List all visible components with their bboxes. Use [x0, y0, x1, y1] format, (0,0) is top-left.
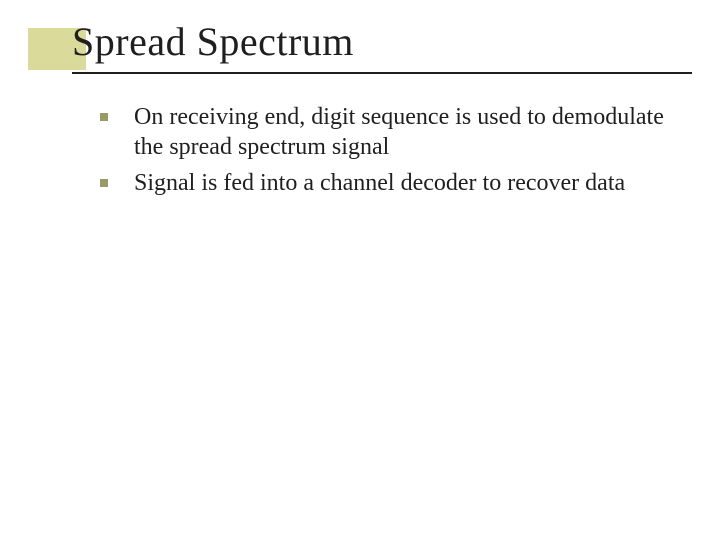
list-item: On receiving end, digit sequence is used… — [100, 102, 690, 162]
list-item: Signal is fed into a channel decoder to … — [100, 168, 690, 198]
square-bullet-icon — [100, 113, 108, 121]
title-underline — [72, 72, 692, 74]
bullet-text: On receiving end, digit sequence is used… — [134, 102, 690, 162]
square-bullet-icon — [100, 179, 108, 187]
slide-title: Spread Spectrum — [72, 20, 354, 64]
slide-body: On receiving end, digit sequence is used… — [100, 102, 690, 204]
bullet-text: Signal is fed into a channel decoder to … — [134, 168, 690, 198]
slide: Spread Spectrum On receiving end, digit … — [0, 0, 720, 540]
